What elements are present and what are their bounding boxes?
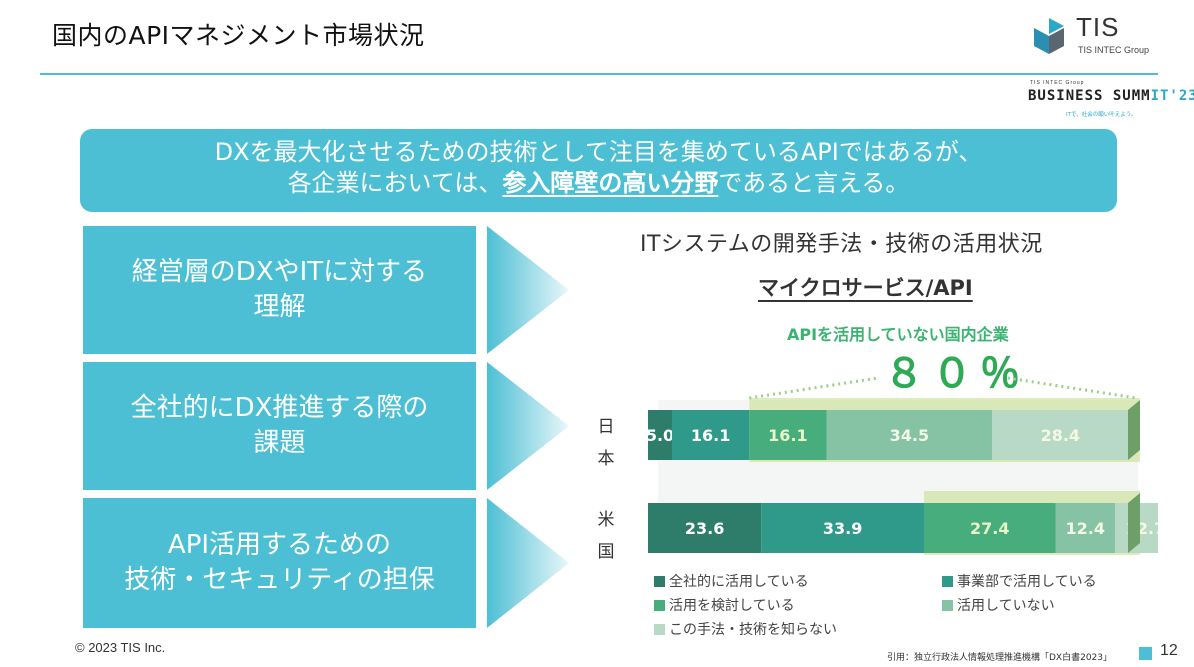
legend-label: 事業部で活用している <box>957 574 1097 590</box>
tis-logo-mark-icon <box>1034 18 1064 54</box>
bar-value-label: 5.0 <box>646 426 674 445</box>
logo-subtext: TIS INTEC Group <box>1078 45 1150 55</box>
banner-line-2-pre: 各企業においては、 <box>287 169 503 197</box>
legend-label: この手法・技術を知らない <box>669 622 837 638</box>
category-label: 米 <box>598 510 615 530</box>
bar-value-label: 34.5 <box>890 426 929 445</box>
banner-highlight: 参入障壁の高い分野 <box>502 169 719 197</box>
event-logo: TIS INTEC Group BUSINESS SUMMIT'23 ITで、社… <box>1022 80 1194 120</box>
legend-label: 活用を検討している <box>669 598 795 614</box>
bar-segment <box>1055 503 1116 553</box>
bar-side-face <box>1128 493 1140 553</box>
event-logo-name: BUSINESS SUMM <box>1028 88 1151 104</box>
legend-label: 全社的に活用している <box>669 574 809 590</box>
bar-value-label: 16.1 <box>691 426 730 445</box>
issue-box-1: 経営層のDXやITに対する 理解 <box>83 226 476 354</box>
bar-value-label: 23.6 <box>685 519 724 538</box>
chart-legend: 全社的に活用している 事業部で活用している活用を検討している 活用していないこの手法… <box>654 571 1124 641</box>
category-label: 日 <box>598 417 615 437</box>
bar-segment <box>761 503 924 553</box>
callout-line-left <box>749 376 879 400</box>
issue-text-2: 全社的にDX推進する際の 課題 <box>130 393 429 458</box>
chart-title: ITシステムの開発手法・技術の活用状況 <box>640 232 1043 257</box>
tis-logo: TIS TIS INTEC Group <box>1032 12 1162 60</box>
bar-value-label: 12.4 <box>1066 519 1105 538</box>
callout-line-right <box>1007 376 1137 400</box>
stacked-bar-chart: 5.016.116.134.528.4日本23.633.927.412.412.… <box>598 376 1158 562</box>
bar-segment <box>672 410 750 460</box>
bar-segment <box>749 410 827 460</box>
issue-text-1: 経営層のDXやITに対する 理解 <box>131 257 428 322</box>
title-divider <box>40 73 1158 75</box>
event-logo-group: TIS INTEC Group <box>1030 80 1085 86</box>
bar-side-face <box>1128 400 1140 460</box>
event-logo-year: IT'23 <box>1150 88 1194 104</box>
bar-segment <box>924 503 1056 553</box>
bar-segment <box>992 410 1129 460</box>
legend-item: 活用を検討している <box>654 595 795 615</box>
legend-label: 活用していない <box>957 598 1055 614</box>
chevron-arrow-icon <box>487 226 569 354</box>
page-number: 12 <box>1160 642 1178 659</box>
issue-box-2: 全社的にDX推進する際の 課題 <box>83 362 476 490</box>
legend-item: この手法・技術を知らない <box>654 619 837 639</box>
chart-subtitle: マイクロサービス/API <box>758 276 973 300</box>
legend-item: 全社的に活用している <box>654 571 809 591</box>
issue-box-3: API活用するための 技術・セキュリティの担保 <box>83 498 476 628</box>
bar-value-label: 28.4 <box>1041 426 1080 445</box>
banner-line-2-post: であると言える。 <box>718 169 910 197</box>
bar-value-label: 16.1 <box>768 426 807 445</box>
banner-line-1: DXを最大化させるための技術として注目を集めているAPIではあるが、 <box>214 138 983 166</box>
event-logo-tagline: ITで、社会の願い叶えよう。 <box>1066 112 1137 118</box>
copyright: © 2023 TIS Inc. <box>75 640 166 655</box>
page-number-marker <box>1139 647 1152 660</box>
legend-item: 活用していない <box>942 595 1055 615</box>
bar-segment <box>826 410 993 460</box>
bar-value-label: 33.9 <box>823 519 862 538</box>
bar-segment <box>648 410 672 460</box>
citation: 引用：独立行政法人情報処理推進機構「DX白書2023」 <box>887 653 1113 663</box>
category-label: 国 <box>598 542 615 562</box>
legend-swatch <box>654 623 665 635</box>
callout-value: ８０％ <box>884 351 1028 397</box>
key-message-banner: DXを最大化させるための技術として注目を集めているAPIではあるが、 各企業にお… <box>80 129 1117 212</box>
legend-item: 事業部で活用している <box>942 571 1097 591</box>
page-title: 国内のAPIマネジメント市場状況 <box>52 21 425 50</box>
logo-text: TIS <box>1076 12 1120 42</box>
legend-swatch <box>654 599 665 611</box>
callout-label: APIを活用していない国内企業 <box>787 325 1009 344</box>
chevron-arrow-icon <box>487 498 569 628</box>
chevron-arrow-icon <box>487 362 569 490</box>
event-logo-main: BUSINESS SUMMIT'23 <box>1028 88 1194 104</box>
legend-swatch <box>942 575 953 587</box>
banner-line-2: 各企業においては、参入障壁の高い分野であると言える。 <box>80 168 1117 199</box>
issue-text-3: API活用するための 技術・セキュリティの担保 <box>124 530 435 595</box>
legend-swatch <box>942 599 953 611</box>
category-label: 本 <box>598 449 615 469</box>
bar-value-label: 27.4 <box>970 519 1009 538</box>
bar-segment <box>648 503 762 553</box>
legend-swatch <box>654 575 665 587</box>
